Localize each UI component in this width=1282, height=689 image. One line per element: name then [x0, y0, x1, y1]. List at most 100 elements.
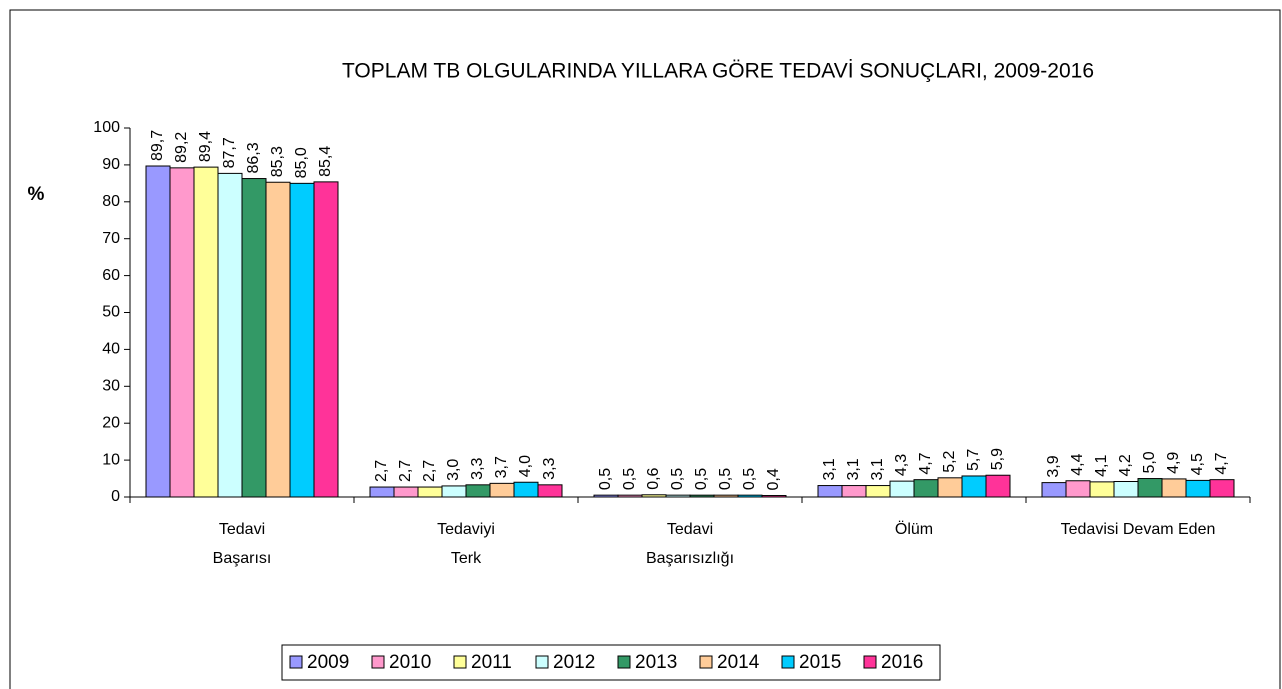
bar	[1161, 478, 1187, 498]
bar	[441, 485, 467, 498]
legend-label: 2016	[881, 652, 923, 673]
value-label: 0,5	[741, 468, 758, 490]
x-tick-label: Ölüm	[895, 520, 933, 538]
value-label: 0,6	[645, 467, 662, 489]
value-label: 4,7	[1213, 452, 1230, 474]
bar	[713, 494, 739, 498]
bar	[169, 167, 195, 498]
bar	[689, 494, 715, 498]
value-label: 5,9	[989, 448, 1006, 470]
bar	[865, 485, 891, 498]
legend-label: 2015	[799, 652, 841, 673]
x-tick-label: Tedaviyi Terk	[437, 521, 495, 567]
value-label: 3,3	[541, 457, 558, 479]
y-tick-label: 80	[102, 193, 120, 210]
legend-swatch	[863, 655, 877, 669]
y-axis-label: %	[28, 184, 45, 205]
bar	[1065, 480, 1091, 498]
bar	[241, 178, 267, 498]
bar	[641, 494, 667, 498]
value-label: 4,5	[1189, 453, 1206, 475]
value-label: 5,7	[965, 449, 982, 471]
value-label: 0,4	[765, 468, 782, 490]
chart-title: TOPLAM TB OLGULARINDA YILLARA GÖRE TEDAV…	[342, 60, 1094, 83]
bar	[537, 484, 563, 498]
bar	[417, 486, 443, 498]
bar	[313, 181, 339, 498]
value-label: 3,1	[869, 458, 886, 480]
value-label: 89,7	[149, 130, 166, 161]
bar	[1089, 481, 1115, 498]
x-tick-label: Tedavi Başarısızlığı	[646, 521, 734, 567]
bar	[937, 477, 963, 498]
bar	[617, 494, 643, 498]
value-label: 2,7	[397, 460, 414, 482]
x-tick-label: Tedavi Başarısı	[213, 521, 272, 567]
bar	[889, 480, 915, 498]
value-label: 0,5	[621, 468, 638, 490]
bar	[289, 182, 315, 498]
value-label: 0,5	[717, 468, 734, 490]
x-tick-label: Tedavisi Devam Eden	[1061, 521, 1216, 538]
bar	[761, 495, 787, 498]
bar	[193, 166, 219, 498]
value-label: 4,0	[517, 455, 534, 477]
bar	[841, 485, 867, 498]
bar	[1041, 482, 1067, 498]
y-tick-label: 10	[102, 451, 120, 468]
value-label: 86,3	[245, 142, 262, 173]
bar	[985, 474, 1011, 498]
legend-label: 2013	[635, 652, 677, 673]
value-label: 3,1	[821, 458, 838, 480]
bar	[913, 479, 939, 498]
legend-swatch	[699, 655, 713, 669]
bar	[961, 475, 987, 498]
value-label: 0,5	[669, 468, 686, 490]
value-label: 4,7	[917, 452, 934, 474]
legend-swatch	[617, 655, 631, 669]
legend-swatch	[289, 655, 303, 669]
value-label: 3,1	[845, 458, 862, 480]
value-label: 4,4	[1069, 453, 1086, 475]
legend-label: 2011	[471, 652, 512, 673]
legend-swatch	[535, 655, 549, 669]
value-label: 3,0	[445, 459, 462, 481]
bar	[369, 486, 395, 498]
legend-label: 2012	[553, 652, 595, 673]
bar	[513, 481, 539, 498]
value-label: 3,3	[469, 457, 486, 479]
value-label: 5,2	[941, 450, 958, 472]
value-label: 0,5	[597, 468, 614, 490]
legend-label: 2014	[717, 652, 760, 673]
y-tick-label: 0	[111, 488, 120, 505]
y-tick-label: 50	[102, 304, 120, 321]
bar	[265, 181, 291, 498]
value-label: 0,5	[693, 468, 710, 490]
bar	[737, 494, 763, 498]
value-label: 3,9	[1045, 455, 1062, 477]
bar	[465, 484, 491, 498]
y-tick-label: 100	[93, 119, 120, 136]
value-label: 2,7	[373, 460, 390, 482]
y-tick-label: 40	[102, 341, 120, 358]
value-label: 4,2	[1117, 454, 1134, 476]
value-label: 4,9	[1165, 452, 1182, 474]
bar	[1113, 481, 1139, 498]
value-label: 2,7	[421, 460, 438, 482]
value-label: 85,4	[317, 146, 334, 177]
bar	[145, 165, 171, 498]
legend-swatch	[781, 655, 795, 669]
value-label: 85,0	[293, 147, 310, 178]
bar	[393, 486, 419, 498]
y-tick-label: 30	[102, 378, 120, 395]
bar	[1137, 478, 1163, 498]
bar	[593, 494, 619, 498]
value-label: 3,7	[493, 456, 510, 478]
bar	[217, 172, 243, 498]
y-tick-label: 90	[102, 156, 120, 173]
legend-label: 2009	[307, 652, 349, 673]
y-tick-label: 60	[102, 267, 120, 284]
legend-swatch	[371, 655, 385, 669]
value-label: 4,1	[1093, 455, 1110, 477]
